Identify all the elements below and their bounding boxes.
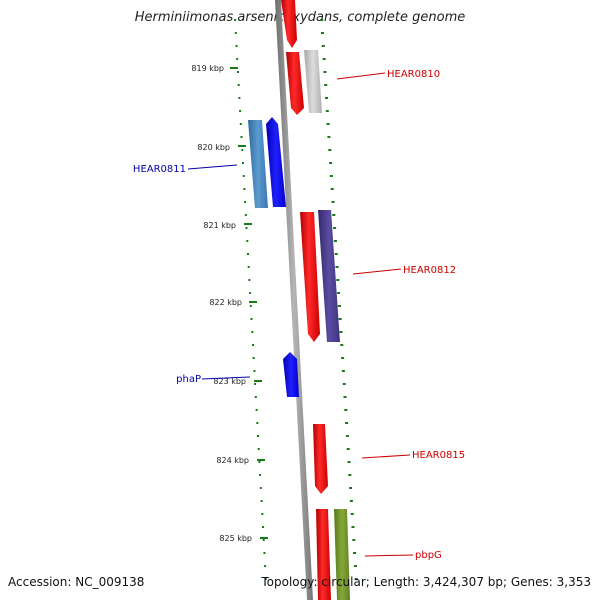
kbp-label: 822 kbp [209,298,242,307]
gene-label-hear0811[interactable]: HEAR0811 [133,164,186,175]
kbp-label: 824 kbp [216,456,249,465]
gene-feature[interactable] [266,117,286,207]
scale-ticks-right [320,19,358,580]
gene-labels: HEAR0810 HEAR0811 HEAR0812 phaP HEAR0815… [133,69,465,561]
genome-backbone [275,0,313,600]
gene-feature[interactable] [283,352,299,397]
genes [248,0,350,600]
kbp-scale: 819 kbp 820 kbp 821 kbp 822 kbp 823 kbp … [191,64,268,543]
gene-feature[interactable] [304,50,322,113]
topology-text: Topology: circular; Length: 3,424,307 bp… [261,575,591,589]
kbp-label: 825 kbp [219,534,252,543]
gene-feature[interactable] [334,509,350,600]
kbp-label: 819 kbp [191,64,224,73]
leader-line [352,268,402,275]
leader-line [336,72,386,80]
gene-label-hear0812[interactable]: HEAR0812 [403,265,456,276]
gene-feature[interactable] [318,210,340,342]
gene-label-pbpg[interactable]: pbpG [415,550,442,561]
kbp-label: 823 kbp [213,377,246,386]
gene-label-hear0815[interactable]: HEAR0815 [412,450,465,461]
leader-line [364,554,414,557]
kbp-label: 820 kbp [197,143,230,152]
kbp-label: 821 kbp [203,221,236,230]
leader-line [361,454,411,459]
gene-label-phap[interactable]: phaP [176,374,201,385]
leader-line [187,164,238,170]
leader-line [201,376,251,380]
gene-feature[interactable] [281,0,297,48]
gene-feature[interactable] [286,52,304,115]
map-title: Herminiimonas arsenicoxydans, complete g… [134,10,466,25]
gene-feature[interactable] [300,212,320,342]
gene-feature[interactable] [248,120,268,208]
gene-feature[interactable] [316,509,331,600]
gene-feature[interactable] [313,424,328,494]
scale-ticks-left [234,19,267,580]
gene-label-hear0810[interactable]: HEAR0810 [387,69,440,80]
accession-text: Accession: NC_009138 [8,575,145,589]
